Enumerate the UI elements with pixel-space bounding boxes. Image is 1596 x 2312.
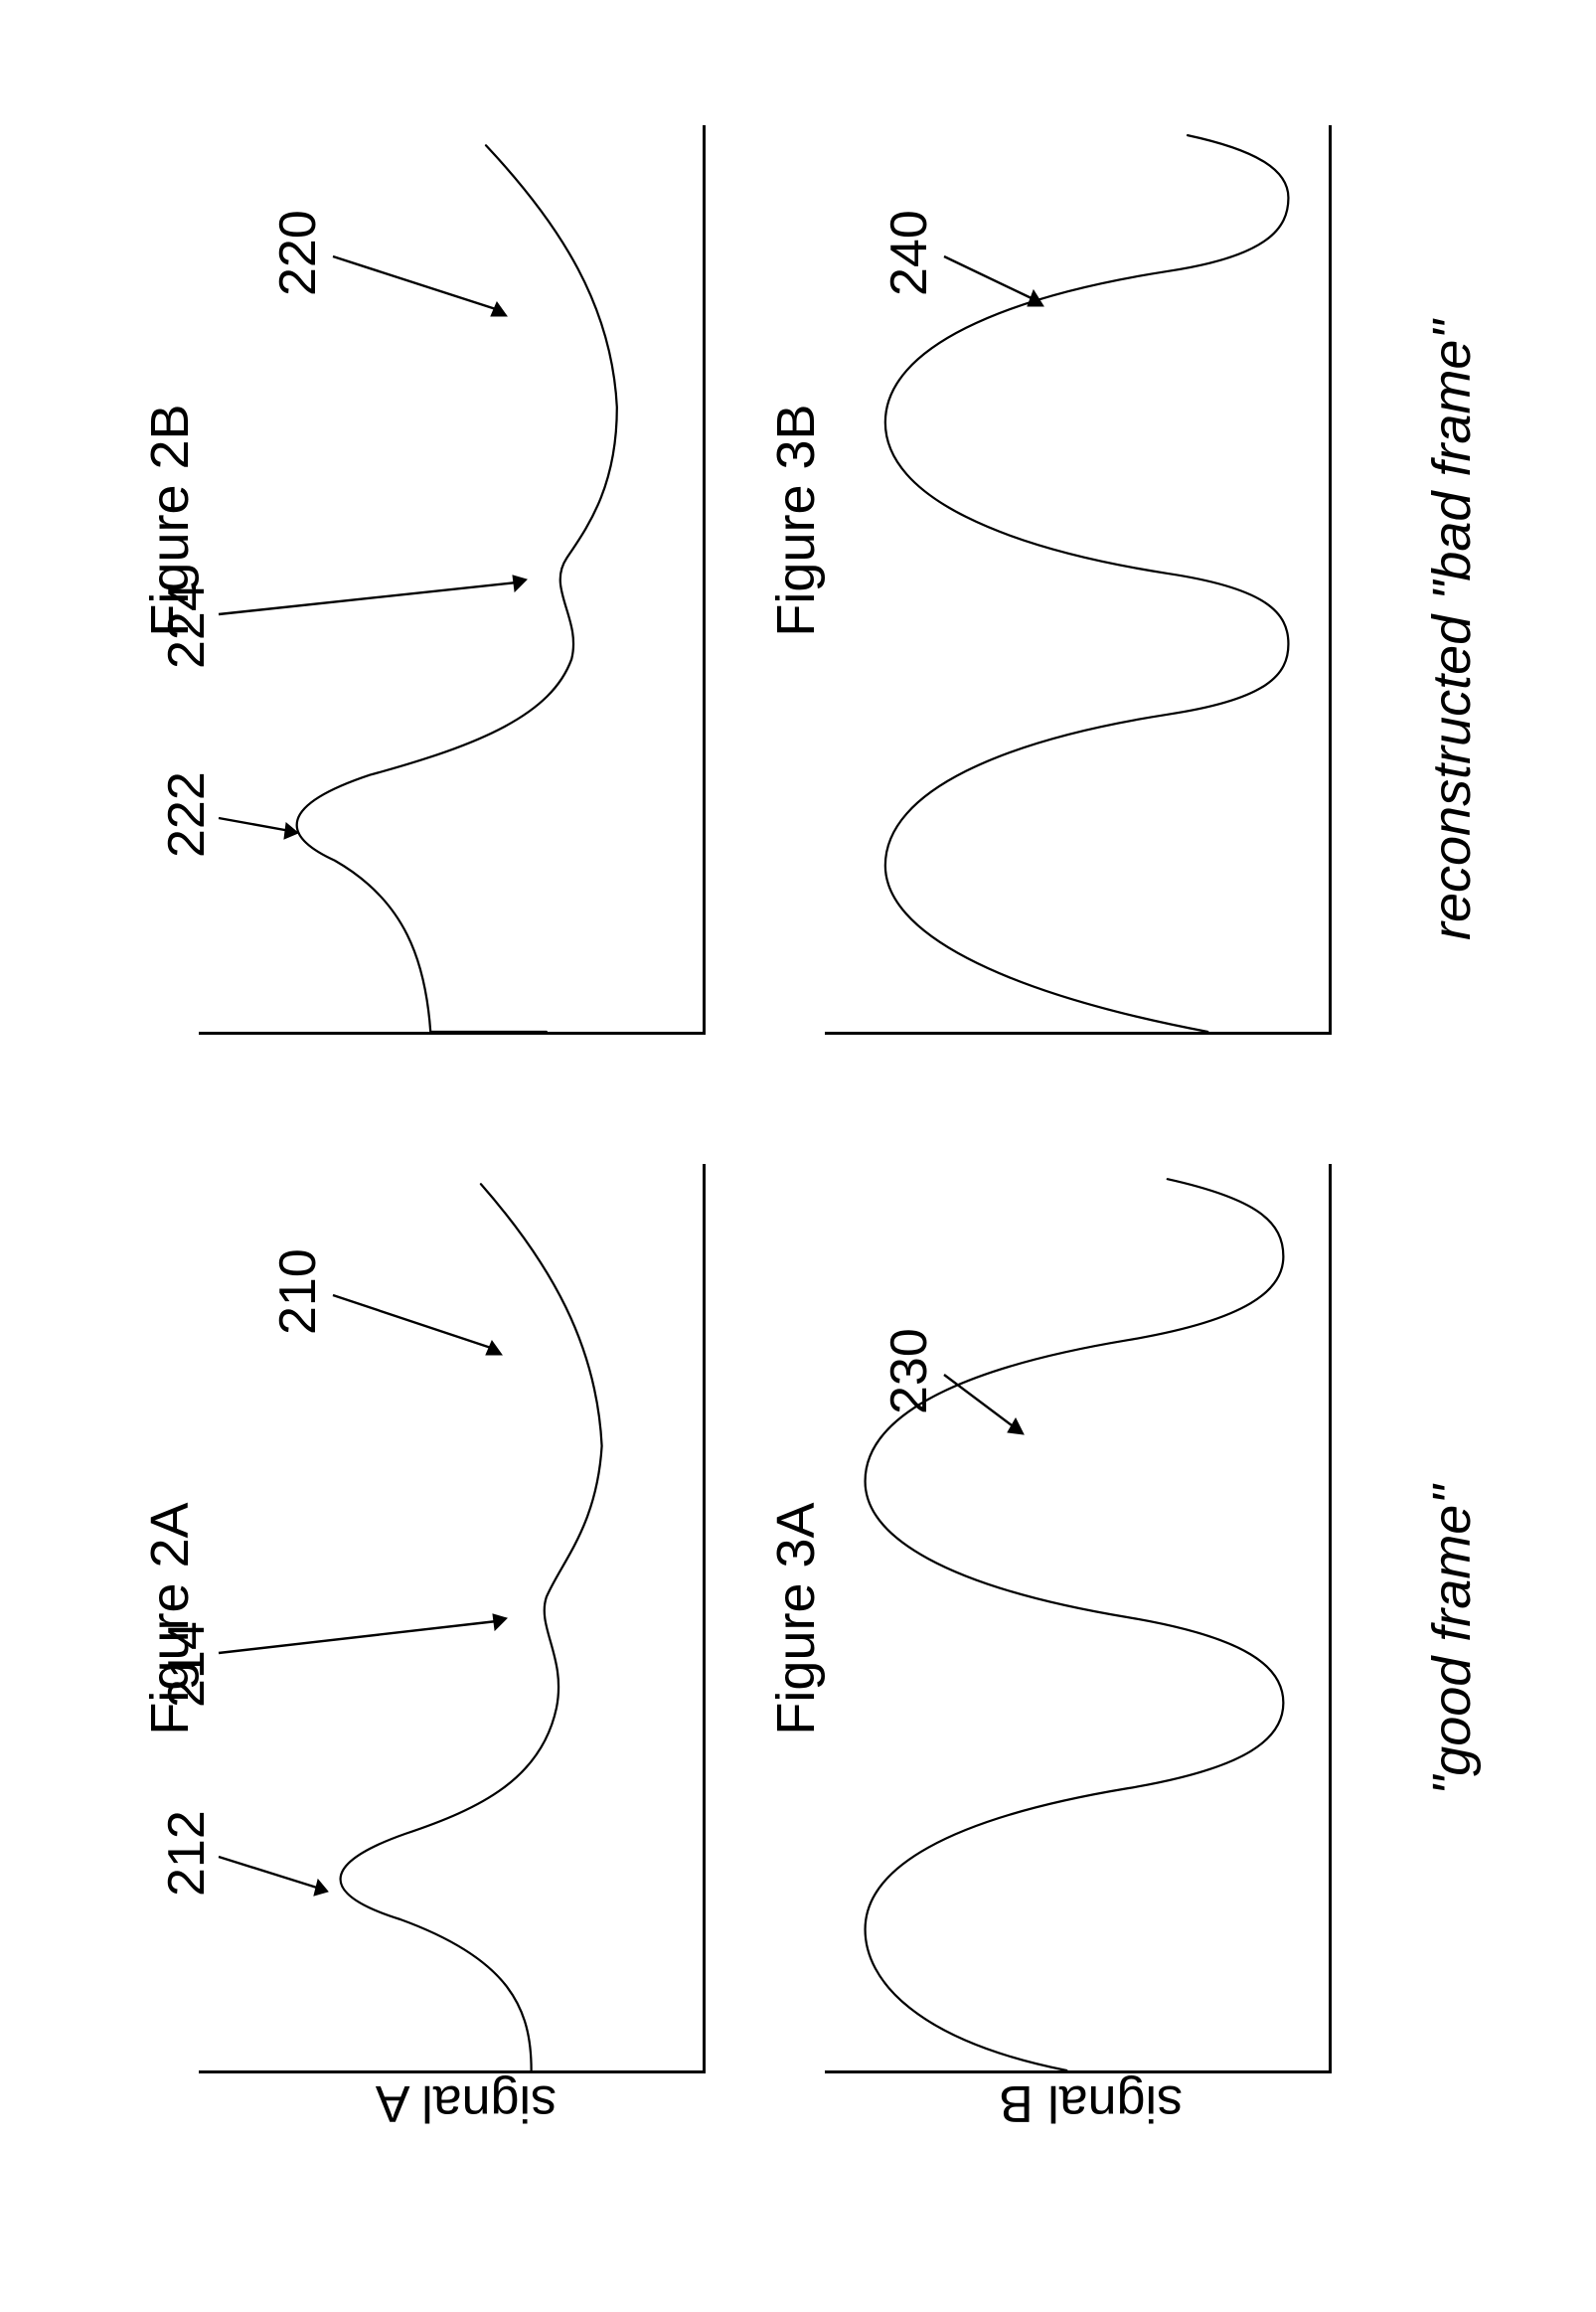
panel-fig3b: Figure 3B 240	[765, 125, 1332, 1035]
page: signal A signal B "good frame" reconstru…	[0, 0, 1596, 2312]
caption-good-frame: "good frame"	[1421, 1485, 1483, 1795]
title-fig2a: Figure 2A	[139, 1164, 201, 2073]
plot-fig2a: 212 214 210	[199, 1164, 706, 2073]
arrow-230	[825, 1176, 1322, 2070]
plot-fig2b: 222 224 220	[199, 125, 706, 1035]
rotated-canvas: signal A signal B "good frame" reconstru…	[0, 0, 1596, 2312]
title-fig2b: Figure 2B	[139, 125, 201, 1035]
panel-grid: Figure 2A 212 214	[139, 125, 1332, 2073]
panel-fig2a: Figure 2A 212 214	[139, 1164, 706, 2073]
arrow-220	[199, 137, 696, 1032]
arrow-240	[825, 137, 1322, 1032]
ylabel-signal-a: signal A	[376, 2073, 557, 2133]
panel-fig2b: Figure 2B 222 224 220	[139, 125, 706, 1035]
plot-fig3a: 230	[825, 1164, 1332, 2073]
title-fig3b: Figure 3B	[765, 125, 827, 1035]
panel-fig3a: Figure 3A 230	[765, 1164, 1332, 2073]
caption-reconstructed-bad-frame: reconstructed "bad frame"	[1421, 320, 1483, 940]
title-fig3a: Figure 3A	[765, 1164, 827, 2073]
plot-fig3b: 240	[825, 125, 1332, 1035]
ylabel-signal-b: signal B	[999, 2073, 1183, 2133]
arrow-210	[199, 1176, 696, 2070]
